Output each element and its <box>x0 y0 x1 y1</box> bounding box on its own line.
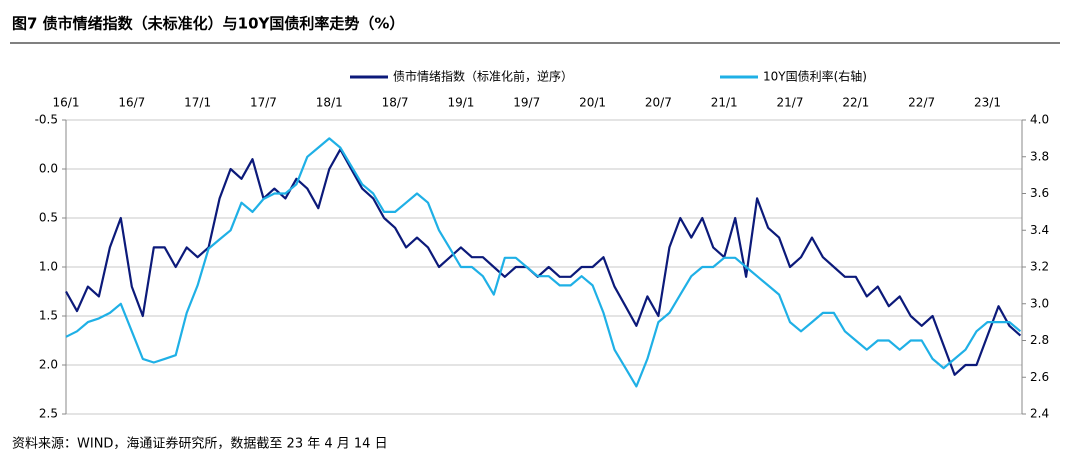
x-tick-label: 22/1 <box>842 96 869 110</box>
x-tick-label: 22/7 <box>908 96 935 110</box>
y-tick-label: 2.0 <box>39 358 58 372</box>
y2-tick-label: 2.4 <box>1030 407 1049 421</box>
y2-tick-label: 3.8 <box>1030 149 1049 163</box>
x-tick-label: 17/1 <box>184 96 211 110</box>
chart-title: 图7 债市情绪指数（未标准化）与10Y国债利率走势（%） <box>12 15 404 33</box>
y2-tick-label: 3.6 <box>1030 186 1049 200</box>
y-tick-label: 1.5 <box>39 309 58 323</box>
source-note: 资料来源：WIND，海通证券研究所，数据截至 23 年 4 月 14 日 <box>12 436 388 449</box>
x-tick-label: 16/7 <box>118 96 145 110</box>
x-tick-label: 20/7 <box>645 96 672 110</box>
legend-label: 10Y国债利率(右轴) <box>763 69 867 84</box>
x-tick-label: 19/1 <box>447 96 474 110</box>
y-tick-label: 1.0 <box>39 260 58 274</box>
y2-tick-label: 3.0 <box>1030 296 1049 310</box>
x-tick-label: 21/1 <box>711 96 738 110</box>
series-line <box>65 137 1022 388</box>
x-tick-label: 18/1 <box>316 96 343 110</box>
y-tick-label: -0.5 <box>35 113 58 127</box>
y-tick-label: 0.0 <box>39 162 58 176</box>
x-tick-label: 21/7 <box>777 96 804 110</box>
y-tick-label: 0.5 <box>39 211 58 225</box>
y2-tick-label: 2.8 <box>1030 333 1049 347</box>
x-tick-label: 17/7 <box>250 96 277 110</box>
y2-tick-label: 3.2 <box>1030 260 1049 274</box>
legend-label: 债市情绪指数（标准化前，逆序） <box>393 69 573 84</box>
x-tick-label: 19/7 <box>513 96 540 110</box>
y2-tick-label: 3.4 <box>1030 223 1049 237</box>
y2-tick-label: 4.0 <box>1030 113 1049 127</box>
series-line <box>65 148 1022 376</box>
x-tick-label: 23/1 <box>974 96 1001 110</box>
y-tick-label: 2.5 <box>39 407 58 421</box>
x-tick-label: 20/1 <box>579 96 606 110</box>
x-tick-label: 18/7 <box>382 96 409 110</box>
x-tick-label: 16/1 <box>53 96 80 110</box>
y2-tick-label: 2.6 <box>1030 370 1049 384</box>
